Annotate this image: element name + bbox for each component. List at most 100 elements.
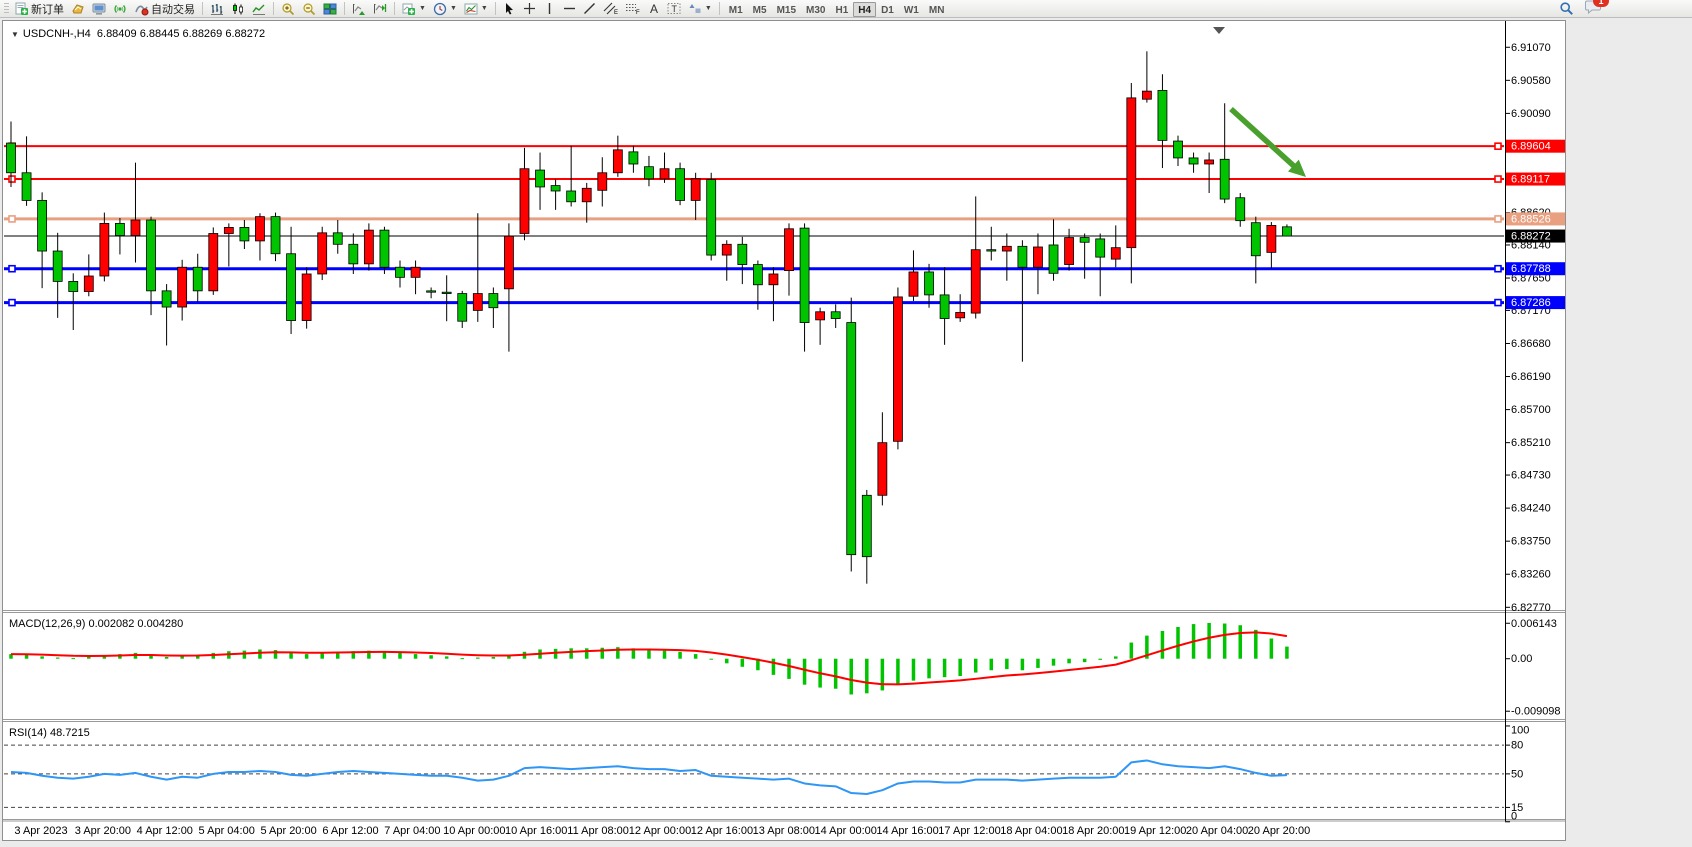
candle <box>83 275 94 292</box>
equidistant-channel-icon: E <box>603 2 618 15</box>
candle <box>939 294 950 319</box>
macd-bar <box>71 658 75 660</box>
candle <box>410 266 421 278</box>
macd-bar <box>553 648 558 659</box>
chart-shift-marker[interactable] <box>1213 27 1225 34</box>
timeframe-h1-button[interactable]: H1 <box>830 2 853 17</box>
timeframe-m15-button[interactable]: M15 <box>772 2 801 17</box>
crosshair-button[interactable] <box>520 1 539 17</box>
candle <box>1017 245 1028 268</box>
trend-arrow-head[interactable] <box>1288 159 1306 177</box>
macd-bar <box>1098 658 1102 660</box>
tile-windows-icon <box>323 2 337 16</box>
candle <box>317 232 328 275</box>
separator <box>344 2 345 15</box>
candle <box>706 179 717 256</box>
rsi-tick-label: 0 <box>1511 811 1517 823</box>
macd-bar <box>258 649 262 659</box>
timeframe-mn-button[interactable]: MN <box>924 2 950 17</box>
timeframe-m30-button[interactable]: M30 <box>801 2 830 17</box>
candle <box>192 266 203 292</box>
macd-bar <box>833 658 838 689</box>
autotrading-button[interactable]: 自动交易 <box>131 1 198 17</box>
templates-button[interactable]: ▼ <box>461 1 491 17</box>
macd-bar <box>616 647 620 659</box>
vertical-line-icon <box>543 2 556 15</box>
hline-handle[interactable] <box>1494 175 1502 183</box>
timeframe-d1-button[interactable]: D1 <box>876 2 899 17</box>
macd-signal-line <box>10 631 1288 686</box>
hline-handle[interactable] <box>8 264 16 273</box>
price-line-label-text: 6.88272 <box>1511 231 1551 243</box>
hline-handle[interactable] <box>8 175 16 183</box>
shapes-button[interactable]: ▼ <box>685 1 715 17</box>
trend-arrow-shaft[interactable] <box>1229 106 1299 171</box>
time-axis-label: 14 Apr 00:00 <box>815 825 877 837</box>
macd-bar <box>476 657 480 659</box>
hline-handle[interactable] <box>8 298 16 307</box>
candle <box>52 250 63 282</box>
timeframe-m5-button[interactable]: M5 <box>748 2 772 17</box>
market-watch-button[interactable] <box>68 1 88 17</box>
zoom-out-button[interactable] <box>299 1 319 17</box>
add-indicator-button[interactable]: ▼ <box>399 1 429 17</box>
periods-button[interactable]: ▼ <box>430 1 460 17</box>
bar-chart-button[interactable] <box>207 1 227 17</box>
new-order-button[interactable]: 新订单 <box>12 1 67 17</box>
candle <box>1126 97 1137 249</box>
signal-button[interactable] <box>110 1 130 17</box>
timeframe-w1-button[interactable]: W1 <box>899 2 924 17</box>
hline-handle[interactable] <box>8 215 16 223</box>
macd-tick-label: 0.00 <box>1511 653 1532 665</box>
chart-canvas: 6.910706.905806.900906.896006.891106.886… <box>3 21 1565 837</box>
candle <box>255 216 265 242</box>
time-axis-label: 18 Apr 04:00 <box>1000 825 1062 837</box>
fibonacci-button[interactable]: F <box>622 1 643 17</box>
terminal-button[interactable] <box>89 1 109 17</box>
macd-bar <box>1051 658 1056 666</box>
macd-bar <box>911 658 916 681</box>
candle <box>146 219 156 292</box>
chart-shift-button[interactable] <box>370 1 390 17</box>
line-chart-button[interactable] <box>249 1 269 17</box>
macd-bar <box>273 650 278 659</box>
equidistant-channel-button[interactable]: E <box>600 1 621 17</box>
hline-handle[interactable] <box>1494 264 1502 273</box>
hline-handle[interactable] <box>1494 298 1502 307</box>
cursor-button[interactable] <box>500 1 519 17</box>
candle <box>1250 222 1261 257</box>
timeframe-m1-button[interactable]: M1 <box>724 2 748 17</box>
toolbar-grip[interactable] <box>4 2 9 15</box>
search-button[interactable] <box>1556 1 1577 17</box>
candle <box>1235 197 1246 222</box>
rsi-indicator-label: RSI(14) 48.7215 <box>9 727 90 739</box>
macd-bar <box>1129 642 1134 659</box>
new-order-icon <box>15 2 29 16</box>
hline-handle[interactable] <box>1494 215 1502 223</box>
notifications-button[interactable]: 1 <box>1585 0 1609 19</box>
time-axis-label: 14 Apr 16:00 <box>876 825 938 837</box>
chart-dropdown-icon[interactable]: ▼ <box>11 30 19 39</box>
auto-scroll-button[interactable] <box>349 1 369 17</box>
fibonacci-icon: F <box>625 2 640 15</box>
macd-bar <box>9 654 13 659</box>
hline-handle[interactable] <box>1494 142 1502 150</box>
tile-windows-button[interactable] <box>320 1 340 17</box>
macd-bar <box>1285 646 1289 659</box>
zoom-in-button[interactable] <box>278 1 298 17</box>
label-button[interactable]: T <box>664 1 684 17</box>
candle <box>426 290 437 293</box>
horizontal-line-button[interactable] <box>560 1 579 17</box>
trendline-button[interactable] <box>580 1 599 17</box>
macd-indicator-label: MACD(12,26,9) 0.002082 0.004280 <box>9 618 184 630</box>
candle <box>161 290 172 308</box>
price-tick-label: 6.90090 <box>1511 108 1551 120</box>
vertical-line-button[interactable] <box>540 1 559 17</box>
candle <box>1266 224 1277 253</box>
candle <box>223 227 234 234</box>
timeframe-h4-button[interactable]: H4 <box>853 1 877 17</box>
macd-bar <box>740 658 745 667</box>
price-tick-label: 6.83260 <box>1511 569 1551 581</box>
candlestick-chart-button[interactable] <box>228 1 248 17</box>
text-button[interactable]: A <box>644 1 663 17</box>
